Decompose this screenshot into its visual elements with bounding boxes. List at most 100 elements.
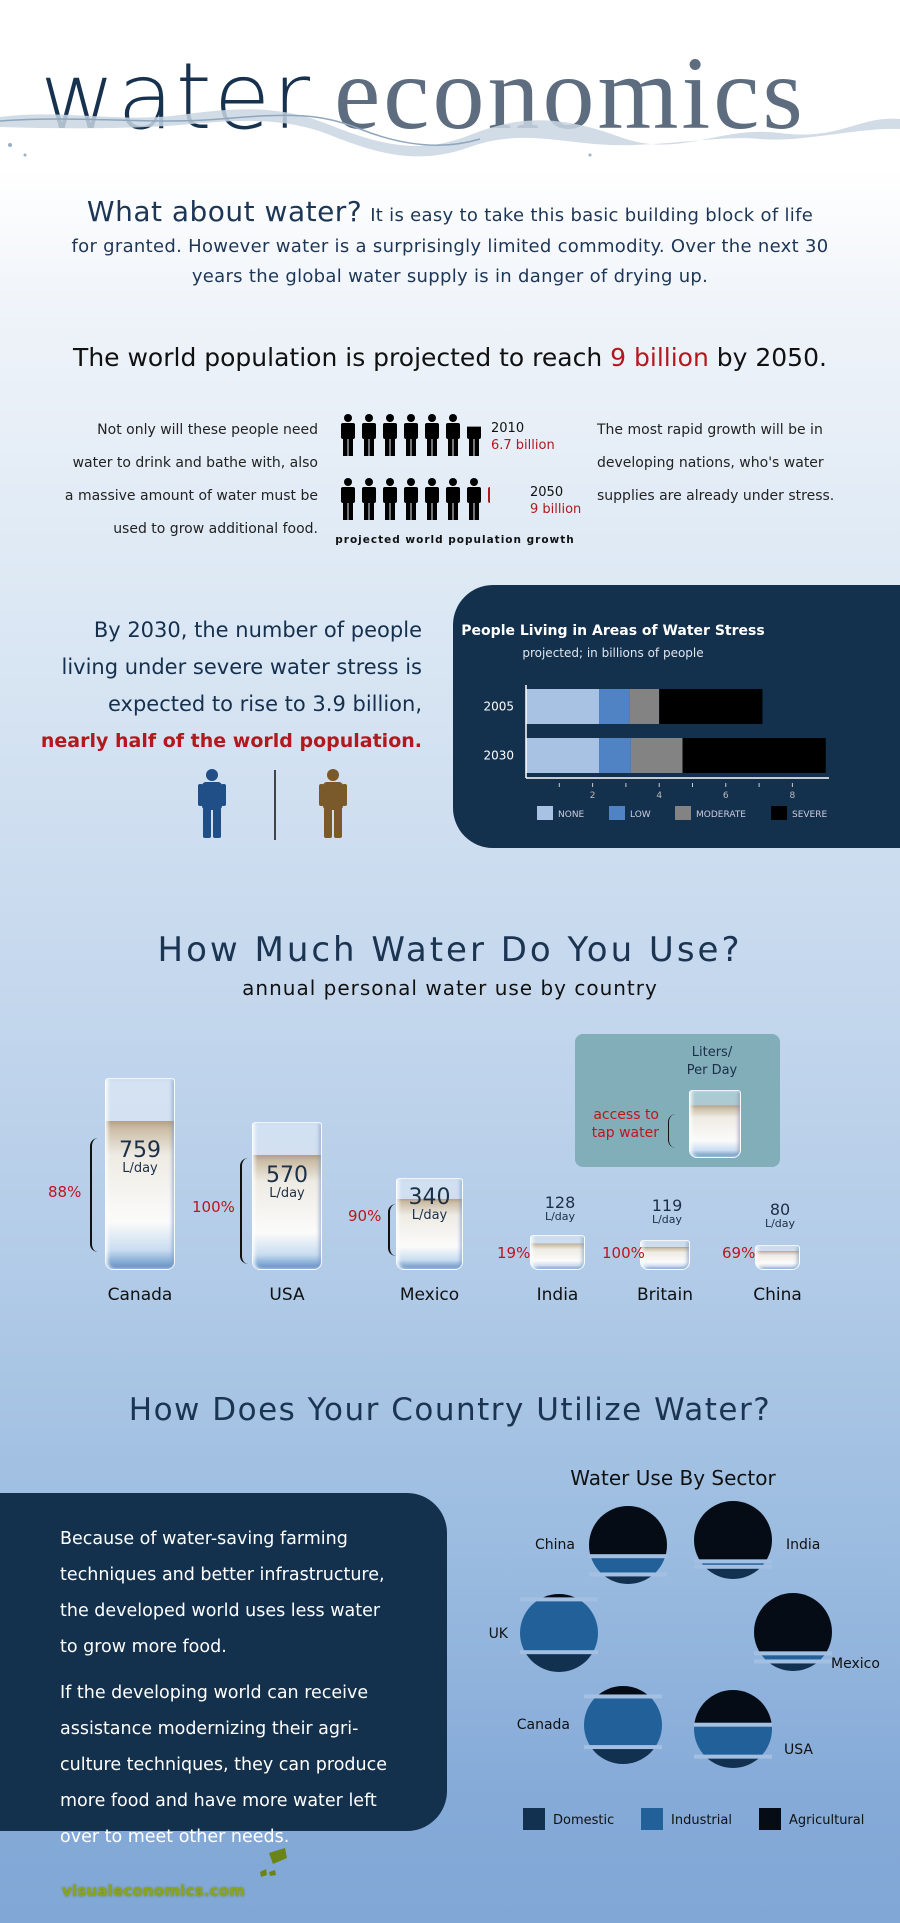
glass-mexico (396, 1178, 463, 1270)
person-icon (488, 487, 490, 503)
legend-label: Agricultural (789, 1813, 864, 1828)
legend-access-label: access to tap water (579, 1106, 659, 1142)
legend-swatch-low (609, 806, 625, 820)
bar-segment-low-2005 (599, 689, 630, 724)
tap-access-percent: 100% (602, 1244, 645, 1262)
usage-number: 119 (651, 1196, 683, 1215)
x-tick-label: 6 (723, 791, 729, 801)
country-label-britain: Britain (637, 1285, 693, 1305)
sector-band-agricultural (754, 1593, 832, 1654)
sector-band-industrial (694, 1724, 772, 1757)
tap-access-percent: 69% (722, 1244, 756, 1262)
year: 2050 (530, 485, 564, 500)
sector-band-domestic (520, 1652, 598, 1672)
text-line: access to (593, 1107, 659, 1123)
utilize-text-panel: Because of water-saving farming technique… (0, 1493, 447, 1847)
person-icon (425, 414, 439, 456)
band-gap (584, 1694, 662, 1699)
pop-row-2050-label: 2050 9 billion (530, 484, 581, 518)
usage-value: 119 L/day (637, 1196, 697, 1226)
band-gap (754, 1659, 832, 1664)
value: 9 billion (530, 502, 582, 517)
legend-glass (689, 1090, 741, 1158)
category-label: 2005 (483, 700, 514, 714)
text-line: tap water (591, 1125, 659, 1141)
money-icon (260, 1848, 287, 1877)
water-stress-chart: People Living in Areas of Water Stress pr… (461, 623, 830, 820)
legend-label: Industrial (671, 1813, 732, 1828)
usage-number: 570 (266, 1163, 308, 1188)
sector-circle-usa (694, 1690, 772, 1768)
band-gap (584, 1745, 662, 1750)
bar-segment-low-2030 (599, 738, 631, 773)
text-line: By 2030, the number of people (93, 618, 422, 642)
intro-line-2: for granted. However water is a surprisi… (71, 236, 829, 257)
legend-liters-label: Liters/Per Day (677, 1044, 747, 1080)
legend-swatch-agricultural (759, 1808, 781, 1830)
person-icon-blue (198, 769, 226, 838)
bar-segment-severe-2030 (682, 738, 826, 773)
headline-text-end: by 2050. (708, 343, 827, 372)
person-icon (341, 414, 355, 456)
sector-band-industrial (589, 1556, 667, 1575)
year: 2010 (491, 421, 525, 436)
glass-usa (252, 1122, 322, 1270)
person-icon (341, 478, 355, 520)
usage-value: 759 L/day (105, 1140, 175, 1176)
population-left-text: Not only will these people need water to… (60, 414, 318, 546)
sector-band-agricultural (520, 1594, 598, 1600)
bar-segment-none-2005 (526, 689, 600, 724)
headline-highlight: 9 billion (610, 343, 709, 372)
water-use-subtitle: annual personal water use by country (242, 976, 658, 1000)
sector-band-agricultural (584, 1686, 662, 1697)
country-label: China (535, 1537, 575, 1553)
text-line: If the developing world can receive (60, 1683, 369, 1703)
text-line: supplies are already under stress. (597, 488, 835, 504)
intro-lead: What about water? (86, 195, 363, 228)
band-gap (694, 1722, 772, 1727)
text-line: Because of water-saving farming (60, 1529, 348, 1549)
text-line: developing nations, who's water (597, 455, 824, 471)
sector-band-industrial (754, 1653, 832, 1662)
usage-unit: L/day (122, 1161, 158, 1176)
country-label-china: China (753, 1285, 802, 1305)
country-label: USA (784, 1742, 813, 1758)
band-gap (589, 1572, 667, 1577)
text-line: to grow more food. (60, 1637, 227, 1657)
usage-value: 570 L/day (252, 1163, 322, 1201)
legend-swatch-industrial (641, 1808, 663, 1830)
sector-band-industrial (520, 1599, 598, 1653)
band-gap (589, 1554, 667, 1559)
sector-circle-uk (520, 1594, 598, 1672)
glass-india (530, 1235, 585, 1270)
sector-circle-canada (584, 1686, 662, 1764)
usage-number: 340 (408, 1185, 451, 1210)
intro-line-1: What about water? It is easy to take this… (0, 195, 900, 228)
intro-line-3: years the global water supply is in dang… (191, 266, 709, 287)
chart-title: People Living in Areas of Water Stress (461, 623, 764, 639)
person-icon (383, 414, 397, 456)
person-icon (383, 478, 397, 520)
text-line: The most rapid growth will be in (597, 422, 823, 438)
visualeconomics-logo[interactable]: visualeconomics.com (62, 1882, 245, 1900)
legend-label: Domestic (553, 1813, 614, 1828)
country-label: India (786, 1537, 820, 1553)
legend-swatch-severe (771, 806, 787, 820)
population-pictogram (341, 414, 490, 520)
x-tick-label: 2 (590, 791, 596, 801)
person-icon (467, 426, 481, 456)
person-icon (467, 478, 481, 520)
sector-band-domestic (694, 1756, 772, 1768)
logo-text[interactable]: visualeconomics.com (62, 1882, 246, 1900)
sector-band-domestic (589, 1574, 667, 1584)
access-brace (388, 1204, 398, 1256)
utilize-title: How Does Your Country Utilize Water? (128, 1392, 772, 1428)
band-gap (694, 1559, 772, 1564)
pictogram-caption: projected world population growth (335, 534, 575, 546)
water-stress-chart-panel: People Living in Areas of Water Stress pr… (453, 585, 900, 848)
category-label: 2030 (483, 749, 514, 763)
glass-legend: Liters/Per Day access to tap water (575, 1034, 780, 1167)
bar-segment-severe-2005 (659, 689, 763, 724)
country-label: Mexico (831, 1656, 880, 1672)
bar-segment-none-2030 (526, 738, 600, 773)
